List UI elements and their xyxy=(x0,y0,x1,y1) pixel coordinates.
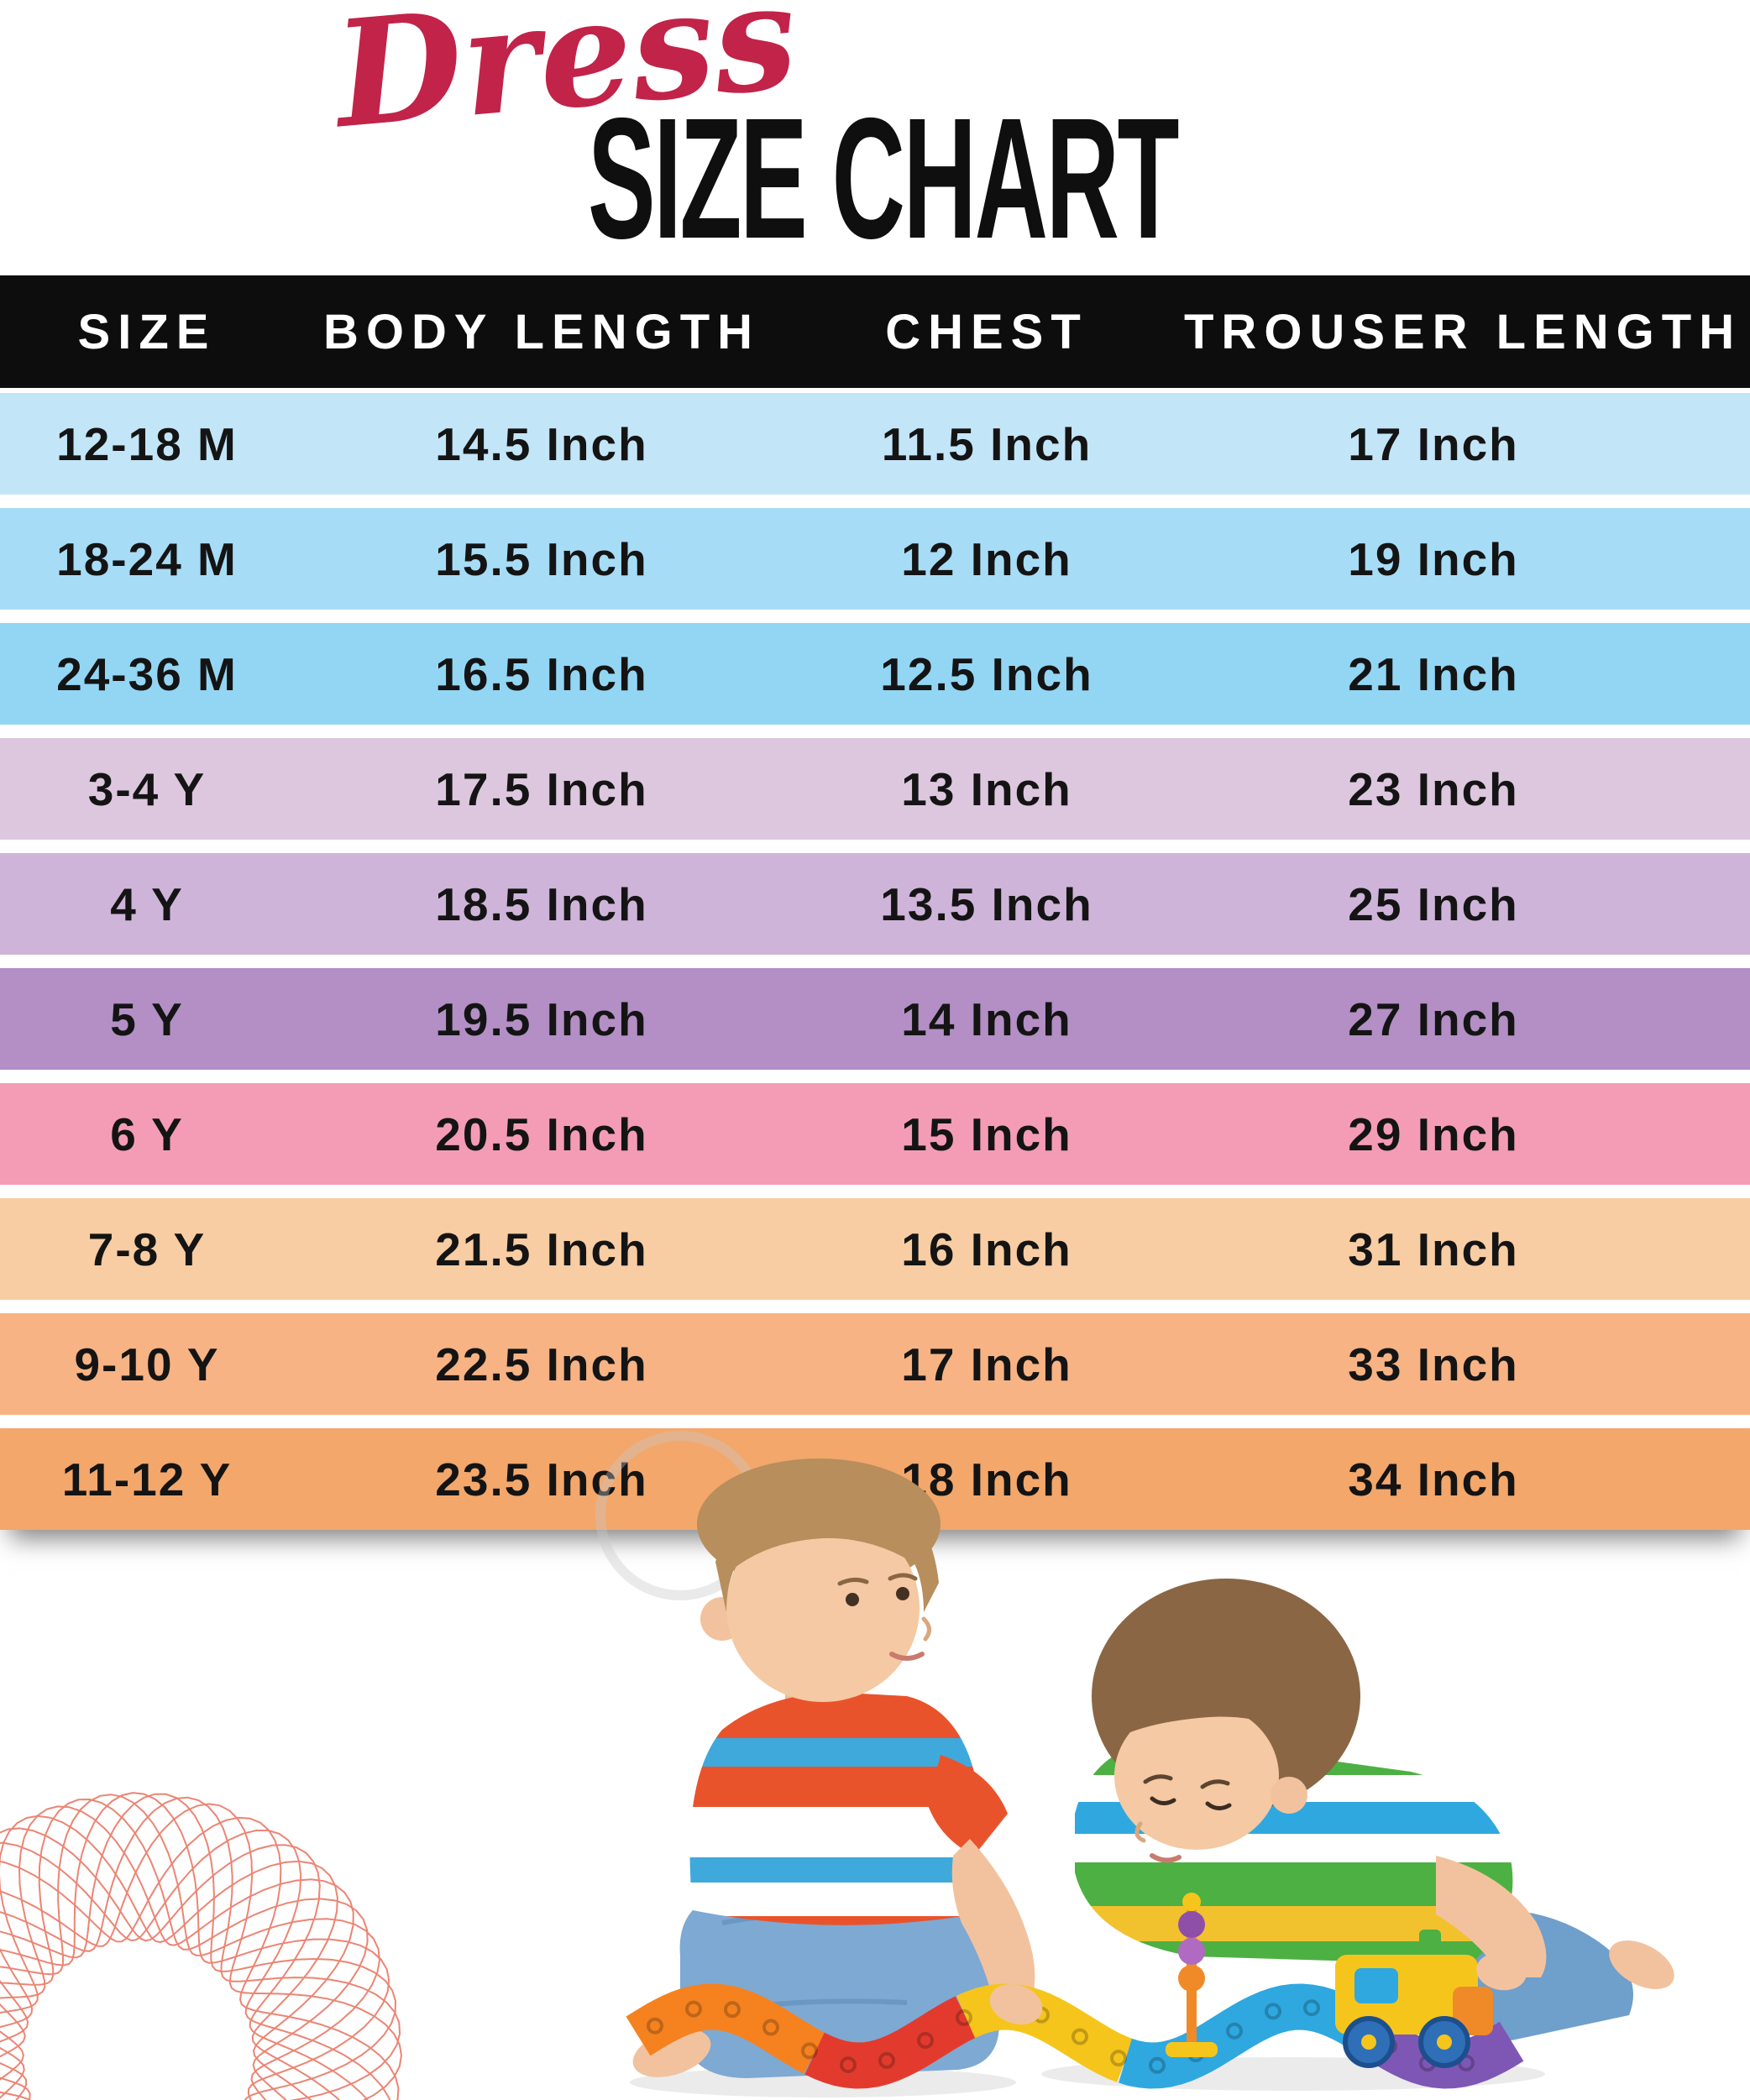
trouser-length-cell: 25 Inch xyxy=(1348,877,1519,930)
trouser-length-cell: 31 Inch xyxy=(1348,1223,1519,1275)
chest-cell: 11.5 Inch xyxy=(881,417,1092,470)
chest-cell: 13.5 Inch xyxy=(880,877,1093,930)
size-cell: 12-18 M xyxy=(56,417,238,470)
spirograph-decoration xyxy=(0,1792,403,2100)
table-row: 4 Y 18.5 Inch 13.5 Inch 25 Inch xyxy=(0,853,1750,955)
chest-cell: 17 Inch xyxy=(901,1338,1072,1390)
table-row: 24-36 M 16.5 Inch 12.5 Inch 21 Inch xyxy=(0,623,1750,725)
table-row: 12-18 M 14.5 Inch 11.5 Inch 17 Inch xyxy=(0,393,1750,495)
trouser-length-cell: 29 Inch xyxy=(1348,1108,1519,1160)
body-length-cell: 18.5 Inch xyxy=(435,877,648,930)
trouser-length-cell: 21 Inch xyxy=(1348,647,1519,700)
header-size: SIZE xyxy=(77,304,217,359)
body-length-cell: 23.5 Inch xyxy=(435,1453,648,1506)
chest-cell: 13 Inch xyxy=(901,762,1072,815)
header-trouser-length: TROUSER LENGTH xyxy=(1184,304,1742,359)
chest-cell: 12.5 Inch xyxy=(880,647,1093,700)
toy-train xyxy=(1335,1930,1493,2068)
trouser-length-cell: 17 Inch xyxy=(1348,417,1519,470)
table-row: 6 Y 20.5 Inch 15 Inch 29 Inch xyxy=(0,1083,1750,1185)
body-length-cell: 20.5 Inch xyxy=(435,1108,648,1160)
size-cell: 7-8 Y xyxy=(87,1223,207,1275)
table-row: 9-10 Y 22.5 Inch 17 Inch 33 Inch xyxy=(0,1313,1750,1415)
body-length-cell: 15.5 Inch xyxy=(435,532,648,585)
body-length-cell: 22.5 Inch xyxy=(435,1338,648,1390)
body-length-cell: 17.5 Inch xyxy=(435,762,648,815)
boy-left xyxy=(632,1458,1035,2078)
body-length-cell: 16.5 Inch xyxy=(435,647,648,700)
table-row: 7-8 Y 21.5 Inch 16 Inch 31 Inch xyxy=(0,1198,1750,1300)
body-length-cell: 19.5 Inch xyxy=(435,992,648,1045)
table-row: 5 Y 19.5 Inch 14 Inch 27 Inch xyxy=(0,968,1750,1070)
size-cell: 9-10 Y xyxy=(74,1338,220,1390)
size-cell: 6 Y xyxy=(110,1108,184,1160)
table-row: 3-4 Y 17.5 Inch 13 Inch 23 Inch xyxy=(0,738,1750,840)
table-row: 18-24 M 15.5 Inch 12 Inch 19 Inch xyxy=(0,508,1750,610)
chest-cell: 14 Inch xyxy=(901,992,1072,1045)
size-cell: 18-24 M xyxy=(56,532,238,585)
trouser-length-cell: 27 Inch xyxy=(1348,992,1519,1045)
header-chest: CHEST xyxy=(885,304,1088,359)
body-length-cell: 21.5 Inch xyxy=(435,1223,648,1275)
trouser-length-cell: 23 Inch xyxy=(1348,762,1519,815)
header-body-length: BODY LENGTH xyxy=(322,304,761,359)
boy-left-hand xyxy=(989,1983,1043,2025)
chest-cell: 15 Inch xyxy=(901,1108,1072,1160)
size-cell: 5 Y xyxy=(110,992,184,1045)
trouser-length-cell: 34 Inch xyxy=(1348,1453,1519,1506)
size-cell: 11-12 Y xyxy=(61,1453,233,1506)
chest-cell: 16 Inch xyxy=(901,1223,1072,1275)
kids-photo xyxy=(595,1431,1674,2097)
title-size-chart: SIZE CHART xyxy=(588,82,1179,275)
trouser-length-cell: 19 Inch xyxy=(1348,532,1519,585)
table-header-row: SIZE BODY LENGTH CHEST TROUSER LENGTH xyxy=(0,275,1750,388)
size-cell: 4 Y xyxy=(110,877,184,930)
size-cell: 3-4 Y xyxy=(87,762,207,815)
boy-right-hand xyxy=(1476,1952,1527,1991)
chest-cell: 18 Inch xyxy=(901,1453,1072,1506)
trouser-length-cell: 33 Inch xyxy=(1348,1338,1519,1390)
body-length-cell: 14.5 Inch xyxy=(435,417,648,470)
bead-pole-toy xyxy=(1166,1893,1218,2057)
size-cell: 24-36 M xyxy=(56,647,238,700)
chest-cell: 12 Inch xyxy=(901,532,1072,585)
